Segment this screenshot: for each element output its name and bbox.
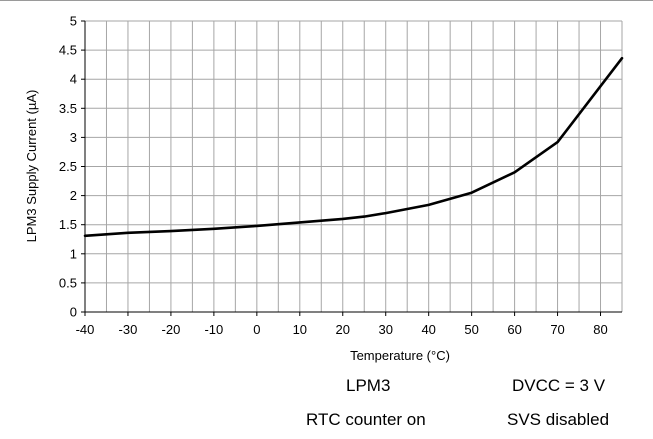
mode-label: LPM3 <box>346 376 391 395</box>
x-tick-label: 20 <box>336 322 350 337</box>
x-tick-label: -40 <box>76 322 95 337</box>
x-tick-label: 40 <box>421 322 435 337</box>
x-tick-labels: -40 -30 -20 -10 0 10 20 30 40 50 60 70 80 <box>76 322 608 337</box>
top-border <box>0 0 653 1</box>
y-tick-label: 4 <box>70 72 77 87</box>
y-tick-label: 5 <box>70 14 77 29</box>
grid <box>84 20 623 313</box>
y-tick-label: 0.5 <box>59 275 77 290</box>
x-tick-label: 70 <box>550 322 564 337</box>
x-tick-label: 50 <box>464 322 478 337</box>
x-tick-label: -30 <box>119 322 138 337</box>
y-axis-label: LPM3 Supply Current (µA) <box>24 90 39 243</box>
x-tick-label: 10 <box>293 322 307 337</box>
rtc-label: RTC counter on <box>306 410 426 429</box>
series-line-1 <box>83 56 624 238</box>
voltage-label: DVCC = 3 V <box>512 376 606 395</box>
y-tick-label: 0 <box>70 305 77 320</box>
x-tick-label: -10 <box>204 322 223 337</box>
axes <box>81 20 622 316</box>
svs-label: SVS disabled <box>507 410 610 429</box>
supply-current-chart: -40 -30 -20 -10 0 10 20 30 40 50 60 70 80 0 0.5 1 1.5 2 2… <box>0 0 653 363</box>
x-tick-label: 60 <box>507 322 521 337</box>
x-axis-label: Temperature (°C) <box>350 348 450 363</box>
y-tick-label: 2 <box>70 188 77 203</box>
series-group <box>83 56 624 238</box>
y-tick-label: 4.5 <box>59 43 77 58</box>
x-tick-label: 0 <box>253 322 260 337</box>
y-tick-label: 1 <box>70 246 77 261</box>
y-tick-label: 3 <box>70 130 77 145</box>
y-tick-label: 3.5 <box>59 101 77 116</box>
y-tick-labels: 0 0.5 1 1.5 2 2.5 3 3.5 4 4.5 5 <box>59 14 77 320</box>
x-tick-label: 30 <box>378 322 392 337</box>
y-tick-label: 1.5 <box>59 217 77 232</box>
x-tick-label: 80 <box>593 322 607 337</box>
y-tick-label: 2.5 <box>59 159 77 174</box>
x-tick-label: -20 <box>162 322 181 337</box>
